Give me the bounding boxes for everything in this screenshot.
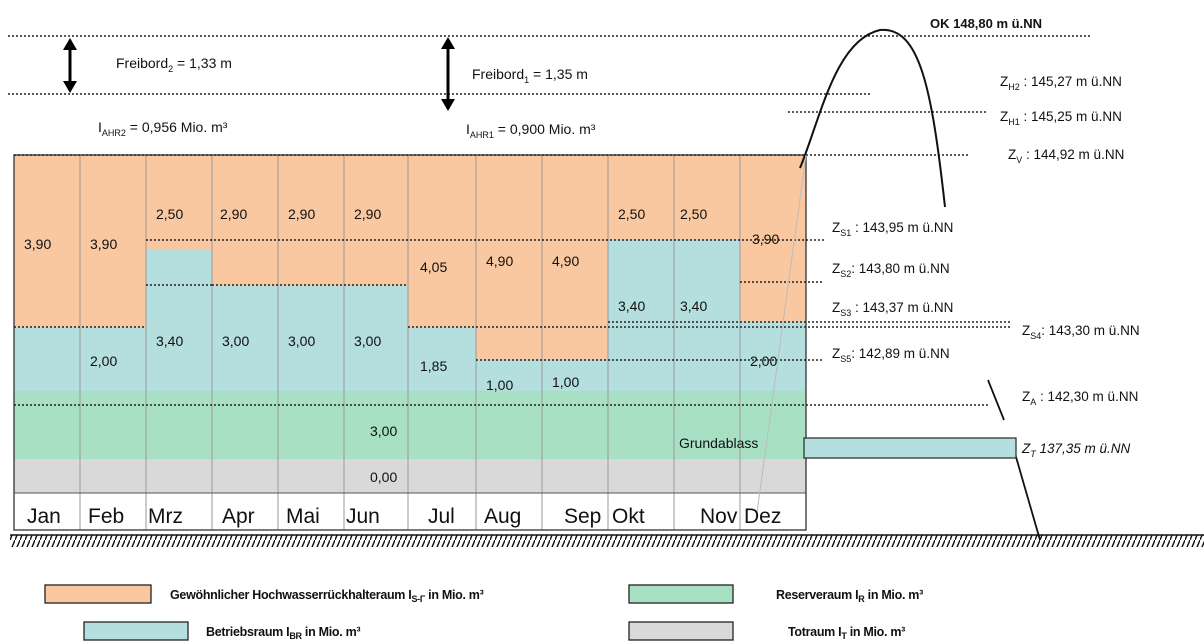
legend-label-hochwasser: Gewöhnlicher Hochwasserrückhalteraum IS-… (170, 588, 484, 604)
value-sep-hw: 4,90 (552, 253, 579, 269)
dam-crest-line (799, 28, 946, 208)
month-aug: Aug (484, 505, 521, 528)
dam-upstream-face (755, 154, 807, 521)
grundablass-pipe (803, 437, 1017, 459)
value-jul-hw: 4,05 (420, 259, 447, 275)
month-okt: Okt (612, 505, 645, 528)
month-dez: Dez (744, 505, 781, 528)
zone-tot (14, 459, 806, 493)
value-dez-hw: 3,90 (752, 231, 779, 247)
ground-line (10, 534, 1204, 547)
value-aug-hw: 4,90 (486, 253, 513, 269)
value-jun-br: 3,00 (354, 333, 381, 349)
zone-hochwasser-jul (408, 155, 476, 327)
level-za: ZA : 142,30 m ü.NN (1022, 389, 1138, 407)
month-jun: Jun (346, 505, 380, 528)
legend-label-tot: Totraum IT in Mio. m³ (788, 625, 905, 641)
legend-swatch-tot (628, 621, 734, 641)
month-nov: Nov (700, 505, 738, 528)
freibord1-label: Freibord1 = 1,35 m (472, 66, 588, 85)
value-jul-br: 1,85 (420, 358, 447, 374)
zone-betrieb-apr-jun (212, 285, 408, 391)
level-zs2: ZS2: 143,80 m ü.NN (832, 261, 950, 279)
freibord2-label: Freibord2 = 1,33 m (116, 55, 232, 74)
level-zs3: ZS3 : 143,37 m ü.NN (832, 300, 953, 318)
freibord1-arrow (441, 37, 455, 111)
value-dez-br: 2,00 (750, 353, 777, 369)
month-mrz: Mrz (148, 505, 183, 528)
level-zs1: ZS1 : 143,95 m ü.NN (832, 220, 953, 238)
zone-betrieb-jul (408, 327, 476, 391)
legend-swatch-reserve (628, 584, 734, 604)
dam-downstream-face-upper (987, 379, 1005, 421)
level-labels: ZH2 : 145,27 m ü.NN ZH1 : 145,25 m ü.NN … (832, 74, 1140, 459)
level-zs5: ZS5: 142,89 m ü.NN (832, 346, 950, 364)
value-sep-br: 1,00 (552, 374, 579, 390)
value-mai-hw: 2,90 (288, 206, 315, 222)
iahr1-label: IAHR1 = 0,900 Mio. m³ (466, 121, 596, 140)
month-labels: Jan Feb Mrz Apr Mai Jun Jul Aug Sep Okt … (27, 505, 781, 528)
zone-betrieb-dez (740, 322, 806, 391)
iahr2-label: IAHR2 = 0,956 Mio. m³ (98, 119, 228, 138)
level-zs4: ZS4: 143,30 m ü.NN (1022, 323, 1140, 341)
value-nov-br: 3,40 (680, 298, 707, 314)
month-mai: Mai (286, 505, 320, 528)
level-lines (8, 35, 1092, 406)
dam-downstream-face-lower (1013, 449, 1041, 541)
month-sep: Sep (564, 505, 601, 528)
value-aug-br: 1,00 (486, 377, 513, 393)
value-apr-hw: 2,90 (220, 206, 247, 222)
grundablass-label: Grundablass (679, 435, 758, 451)
legend: Gewöhnlicher Hochwasserrückhalteraum IS-… (44, 584, 923, 641)
value-reserve: 3,00 (370, 423, 397, 439)
value-tot: 0,00 (370, 469, 397, 485)
value-jun-hw: 2,90 (354, 206, 381, 222)
dam-body (755, 28, 1041, 541)
value-mrz-br: 3,40 (156, 333, 183, 349)
ok-label: OK 148,80 m ü.NN (930, 16, 1042, 31)
zone-hochwasser-mrz-jun (146, 155, 408, 249)
value-mai-br: 3,00 (288, 333, 315, 349)
month-jan: Jan (27, 505, 61, 528)
value-feb-hw: 3,90 (90, 236, 117, 252)
month-jul: Jul (428, 505, 455, 528)
month-apr: Apr (222, 505, 255, 528)
value-nov-hw: 2,50 (680, 206, 707, 222)
value-okt-hw: 2,50 (618, 206, 645, 222)
value-apr-br: 3,00 (222, 333, 249, 349)
value-labels: 3,90 3,90 2,50 2,90 2,90 2,90 4,05 4,90 … (24, 206, 779, 485)
month-feb: Feb (88, 505, 124, 528)
value-feb-br: 2,00 (90, 353, 117, 369)
legend-label-reserve: Reserveraum IR in Mio. m³ (776, 588, 923, 604)
level-zh1: ZH1 : 145,25 m ü.NN (1000, 109, 1122, 127)
legend-label-betrieb: Betriebsraum IBR in Mio. m³ (206, 625, 360, 641)
value-okt-br: 3,40 (618, 298, 645, 314)
legend-swatch-hochwasser (44, 584, 152, 604)
level-zv: ZV : 144,92 m ü.NN (1008, 147, 1124, 165)
legend-swatch-betrieb (83, 621, 189, 641)
zone-hochwasser-apr-jun-lower (212, 249, 408, 285)
value-jan-hw: 3,90 (24, 236, 51, 252)
freibord2-arrow (63, 38, 77, 93)
level-zh2: ZH2 : 145,27 m ü.NN (1000, 74, 1122, 92)
value-mrz-hw: 2,50 (156, 206, 183, 222)
zone-betrieb-mrz (146, 249, 212, 391)
level-zt: ZT 137,35 m ü.NN (1021, 441, 1131, 459)
